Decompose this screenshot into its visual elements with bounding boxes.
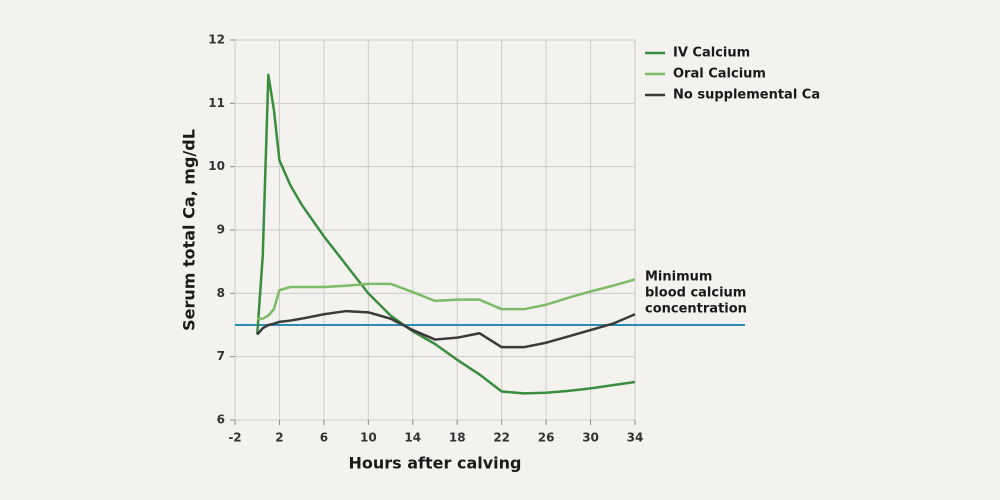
y-tick-label: 7 [217, 349, 225, 363]
legend-label: No supplemental Ca [673, 88, 820, 103]
annotation: Minimum [645, 270, 712, 285]
y-tick-label: 8 [217, 286, 225, 300]
legend-label: IV Calcium [673, 46, 750, 61]
x-tick-label: 30 [582, 431, 599, 445]
series-line [256, 309, 636, 349]
annotation: concentration [645, 302, 747, 317]
legend-label: Oral Calcium [673, 67, 766, 82]
x-tick-label: 6 [320, 431, 328, 445]
y-tick-label: 12 [208, 33, 225, 47]
x-tick-label: -2 [228, 431, 241, 445]
x-tick-label: 14 [404, 431, 421, 445]
x-axis-label: Hours after calving [349, 454, 522, 473]
y-tick-label: 10 [208, 159, 225, 173]
x-tick-label: 18 [449, 431, 466, 445]
y-tick-label: 9 [217, 223, 225, 237]
x-tick-label: 10 [360, 431, 377, 445]
x-tick-label: 34 [627, 431, 644, 445]
x-tick-label: 2 [275, 431, 283, 445]
series-line [255, 73, 636, 395]
y-tick-label: 11 [208, 96, 225, 110]
x-tick-label: 22 [493, 431, 510, 445]
series-line [257, 278, 636, 320]
annotation: blood calcium [645, 286, 746, 301]
x-tick-label: 26 [538, 431, 555, 445]
y-tick-label: 6 [217, 413, 225, 427]
y-axis-label: Serum total Ca, mg/dL [180, 129, 199, 331]
